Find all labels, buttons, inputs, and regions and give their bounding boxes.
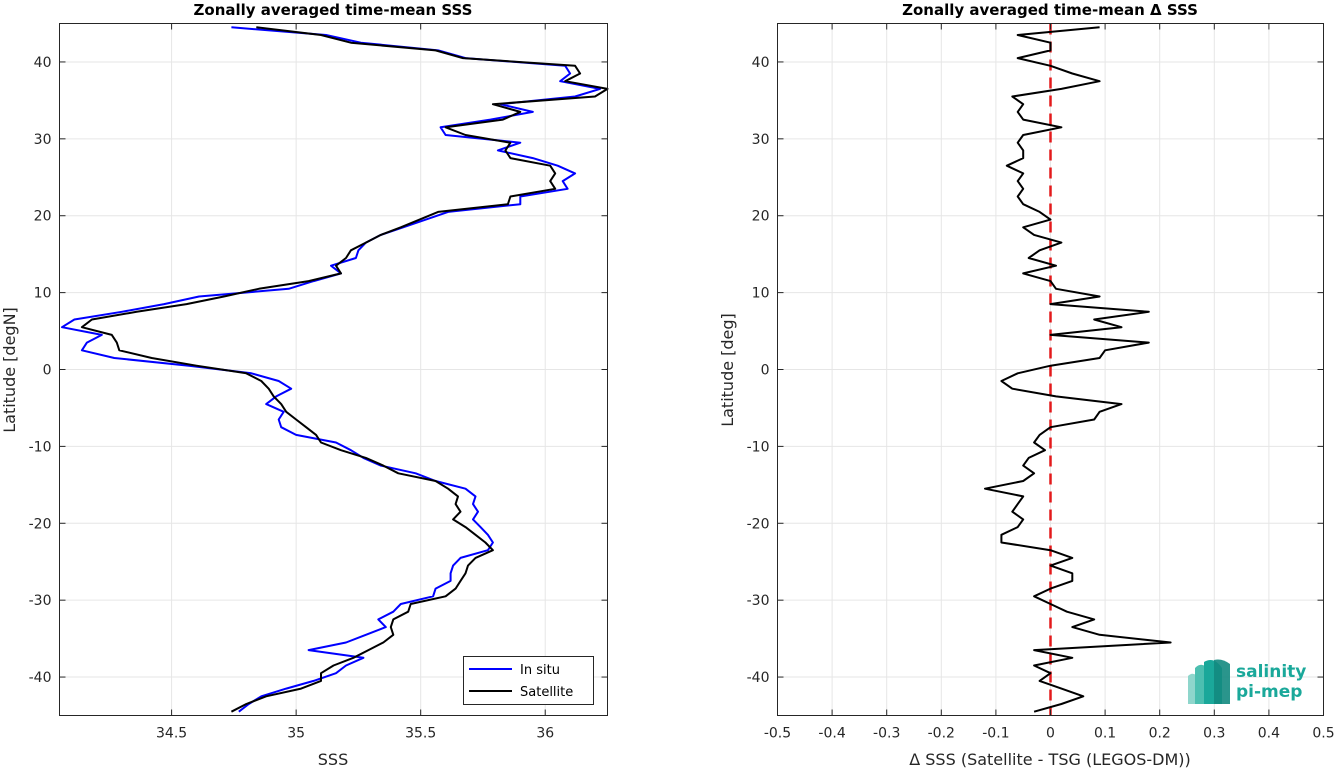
x-tick-label: -0.3	[873, 726, 900, 742]
x-tick-label: 0	[1046, 726, 1055, 742]
y-tick-label: -20	[747, 516, 770, 532]
x-tick-label: 34.5	[156, 726, 187, 742]
ticks-left: 34.5 35 35.5 36 -40 -30 -20 -10 0 10 20 30 40	[29, 23, 608, 742]
logo-text-line2: pi-mep	[1236, 682, 1302, 702]
y-tick-label: 40	[34, 55, 52, 71]
x-tick-label: 0.4	[1258, 726, 1280, 742]
y-tick-label: -40	[747, 670, 770, 686]
y-tick-label: -10	[747, 439, 770, 455]
chart-left: 34.5 35 35.5 36 -40 -30 -20 -10 0 10 20 30 40 Zonall…	[0, 1, 609, 769]
legend-label-satellite: Satellite	[520, 685, 573, 700]
x-axis-label-right: Δ SSS (Satellite - TSG (LEGOS-DM))	[909, 750, 1191, 769]
chart-title-right: Zonally averaged time-mean Δ SSS	[902, 1, 1198, 19]
series-line-satellite	[80, 26, 609, 713]
y-axis-label-left: Latitude [degN]	[0, 307, 19, 433]
legend-box	[463, 656, 594, 705]
wave-logo-icon	[1188, 659, 1230, 704]
legend-label-in-situ: In situ	[520, 663, 560, 678]
y-tick-label: 10	[34, 286, 52, 302]
salinity-pi-mep-logo: salinity pi-mep	[1188, 659, 1306, 704]
x-tick-label: 0.5	[1312, 726, 1334, 742]
series-lines-left	[61, 26, 609, 713]
x-tick-label: 0.2	[1149, 726, 1171, 742]
y-tick-label: 20	[752, 209, 770, 225]
y-tick-label: -20	[29, 516, 52, 532]
chart-title-left: Zonally averaged time-mean SSS	[194, 1, 473, 19]
x-tick-label: -0.4	[818, 726, 845, 742]
y-tick-label: 0	[761, 363, 770, 379]
x-tick-label: -0.1	[982, 726, 1009, 742]
grid-left	[59, 23, 608, 716]
x-tick-label: 0.1	[1094, 726, 1116, 742]
y-tick-label: 20	[34, 209, 52, 225]
y-tick-label: -10	[29, 439, 52, 455]
y-tick-label: 40	[752, 55, 770, 71]
chart-right: -0.5 -0.4 -0.3 -0.2 -0.1 0 0.1 0.2 0.3 0.4 0.5 -40 -…	[718, 1, 1335, 769]
logo-text-line1: salinity	[1236, 662, 1306, 682]
x-tick-label: 0.3	[1203, 726, 1225, 742]
series-line-delta-sss	[984, 26, 1172, 713]
y-tick-label: 30	[752, 132, 770, 148]
y-axis-label-right: Latitude [deg]	[718, 313, 737, 427]
y-tick-label: -40	[29, 670, 52, 686]
legend: In situ Satellite	[463, 656, 594, 705]
series-lines-right	[984, 23, 1172, 716]
y-tick-label: 10	[752, 286, 770, 302]
ticks-right: -0.5 -0.4 -0.3 -0.2 -0.1 0 0.1 0.2 0.3 0.4 0.5 -40 -…	[747, 23, 1335, 742]
y-tick-label: 0	[43, 363, 52, 379]
x-tick-label: -0.5	[764, 726, 791, 742]
x-tick-label: -0.2	[928, 726, 955, 742]
x-tick-label: 35.5	[405, 726, 436, 742]
y-tick-label: 30	[34, 132, 52, 148]
x-tick-label: 35	[287, 726, 305, 742]
x-tick-label: 36	[536, 726, 554, 742]
y-tick-label: -30	[747, 593, 770, 609]
x-axis-label-left: SSS	[318, 750, 348, 769]
y-tick-label: -30	[29, 593, 52, 609]
